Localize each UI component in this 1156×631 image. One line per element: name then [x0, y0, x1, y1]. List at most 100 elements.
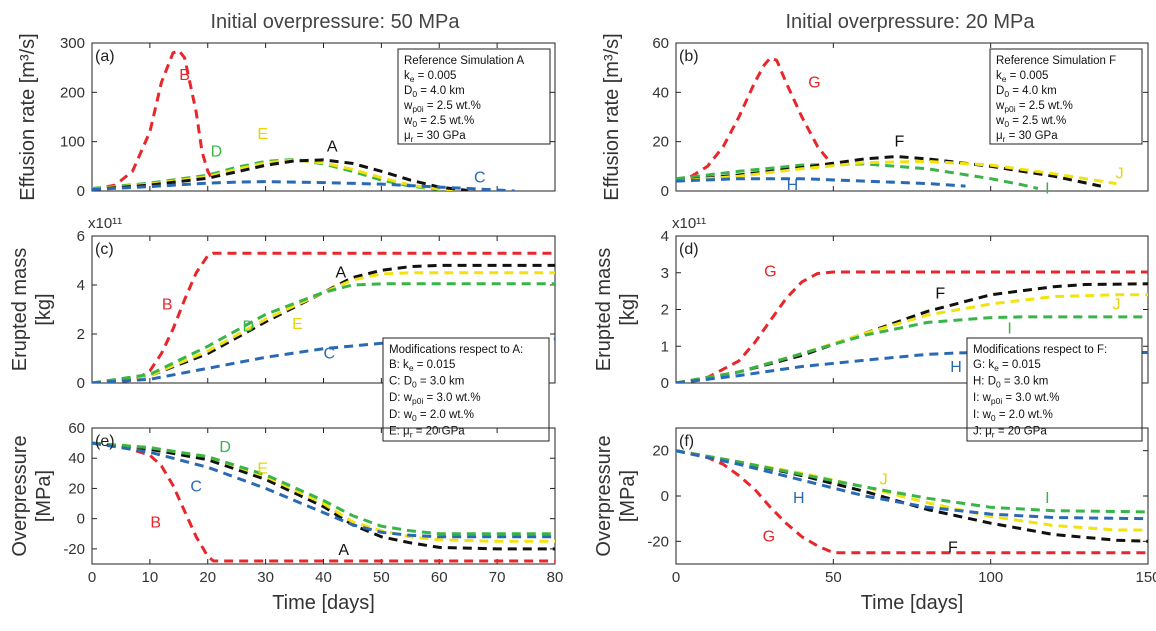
ytick-label: 0 — [661, 488, 669, 505]
info-box-line: H: D0 = 3.0 km — [973, 376, 1048, 390]
curve-label-E: E — [292, 316, 303, 333]
info-box-line: D0 = 4.0 km — [404, 85, 465, 99]
xtick-label: 50 — [825, 569, 842, 586]
xtick-label: 100 — [978, 569, 1003, 586]
info-box-line: I: wp0i = 3.0 wt.% — [973, 392, 1059, 406]
y-axis-label: Erupted mass [kg] — [9, 248, 55, 371]
ytick-label: 20 — [652, 134, 669, 151]
panel-frame-b — [675, 42, 1149, 192]
ytick-label: 20 — [652, 443, 669, 460]
series-line-I — [676, 162, 1039, 190]
info-box-line: ke = 0.005 — [996, 70, 1048, 84]
series-line-C — [92, 441, 555, 539]
ytick-label: 60 — [652, 35, 669, 52]
x-axis-label: Time [days] — [272, 592, 375, 614]
ytick-label: 0 — [661, 183, 669, 200]
series-line-J — [676, 293, 1148, 383]
column-title-right: Initial overpressure: 20 MPa — [785, 11, 1035, 33]
xtick-label: 150 — [1135, 569, 1156, 586]
panel-label: (b) — [679, 48, 699, 65]
series-line-B — [92, 48, 215, 191]
xtick-label: 0 — [672, 569, 680, 586]
y-axis-label: Effusion rate [m³/s] — [601, 33, 623, 200]
info-box: Modifications respect to A: B: ke = 0.015… — [382, 337, 550, 442]
curve-label-B: B — [179, 67, 190, 84]
y-axis-label: Effusion rate [m³/s] — [17, 33, 39, 200]
y-axis-label: Overpressure [MPa] — [9, 435, 55, 556]
ytick-label: 100 — [60, 134, 85, 151]
series-line-G — [676, 449, 1148, 555]
info-box-line: B: ke = 0.015 — [389, 359, 455, 373]
info-box-title: Reference Simulation A — [404, 55, 525, 67]
info-box-line: w0 = 2.5 wt.% — [403, 115, 474, 129]
curve-label-D: D — [211, 143, 223, 160]
series-line-F — [676, 282, 1148, 383]
xtick-label: 50 — [373, 569, 390, 586]
ytick-label: 300 — [60, 35, 85, 52]
xtick-label: 20 — [199, 569, 216, 586]
curve-label-F: F — [948, 540, 958, 557]
series-line-B — [92, 251, 555, 383]
series-line-A — [92, 158, 469, 191]
info-box-title: Modifications respect to A: — [389, 344, 523, 356]
curve-label-G: G — [764, 263, 776, 280]
panel-f: -20 0 20 0 50 100 150 Time [days] Overpressure[M… — [593, 427, 1156, 614]
info-box-line: wp0i = 2.5 wt.% — [403, 100, 481, 114]
series-line-D — [92, 441, 555, 536]
column-title-left: Initial overpressure: 50 MPa — [210, 11, 460, 33]
ytick-label: -20 — [63, 541, 85, 558]
info-box-line: D: w0 = 2.0 wt.% — [389, 409, 474, 423]
curve-label-I: I — [1045, 180, 1049, 197]
curve-label-A: A — [336, 265, 347, 282]
curve-label-G: G — [808, 74, 820, 91]
ytick-label: 0 — [661, 375, 669, 392]
series-line-C — [92, 180, 515, 191]
ytick-label: 1 — [661, 338, 669, 355]
xtick-label: 10 — [142, 569, 159, 586]
y-axis-label: Erupted mass [kg] — [593, 248, 639, 371]
curve-label-C: C — [324, 346, 336, 363]
info-box-line: D0 = 4.0 km — [996, 85, 1057, 99]
series-group — [92, 441, 555, 563]
ytick-label: 3 — [661, 265, 669, 282]
ytick-label: 4 — [661, 228, 669, 245]
series-line-G — [676, 56, 835, 183]
curve-label-H: H — [793, 490, 805, 507]
series-group — [92, 48, 515, 191]
curve-label-A: A — [327, 139, 338, 156]
ytick-label: 4 — [77, 277, 85, 294]
ytick-label: 200 — [60, 84, 85, 101]
info-box-frame — [397, 48, 551, 145]
panel-label: (c) — [95, 241, 114, 258]
series-line-H — [676, 449, 1148, 521]
panel-d: 0 1 2 3 4 Erupted mass [kg] x10¹¹ G F J I H (d) Modifi… — [593, 215, 1149, 442]
info-box-line: wp0i = 2.5 wt.% — [995, 100, 1073, 114]
xtick-label: 80 — [547, 569, 564, 586]
series-group — [676, 56, 1117, 190]
curve-label-F: F — [935, 285, 945, 302]
curve-label-D: D — [219, 439, 231, 456]
curve-label-J: J — [1113, 297, 1121, 314]
info-box-frame — [989, 48, 1143, 145]
curve-label-E: E — [257, 460, 268, 477]
ytick-label: 60 — [68, 420, 85, 437]
curve-label-I: I — [1007, 320, 1011, 337]
xtick-label: 60 — [431, 569, 448, 586]
info-box-line: I: w0 = 2.0 wt.% — [973, 409, 1053, 423]
xtick-label: 40 — [315, 569, 332, 586]
curve-label-H: H — [787, 177, 799, 194]
series-line-J — [676, 159, 1117, 186]
panel-label: (a) — [95, 48, 115, 65]
series-group — [92, 251, 555, 383]
panel-label: (e) — [95, 433, 115, 450]
series-line-G — [676, 270, 1148, 383]
xtick-label: 0 — [88, 569, 96, 586]
info-box-frame — [966, 337, 1143, 442]
info-box-line: G: ke = 0.015 — [973, 359, 1041, 373]
panel-c: 0 2 4 6 Erupted mass [kg] x10¹¹ B A D E C (c) Modific… — [9, 215, 556, 442]
